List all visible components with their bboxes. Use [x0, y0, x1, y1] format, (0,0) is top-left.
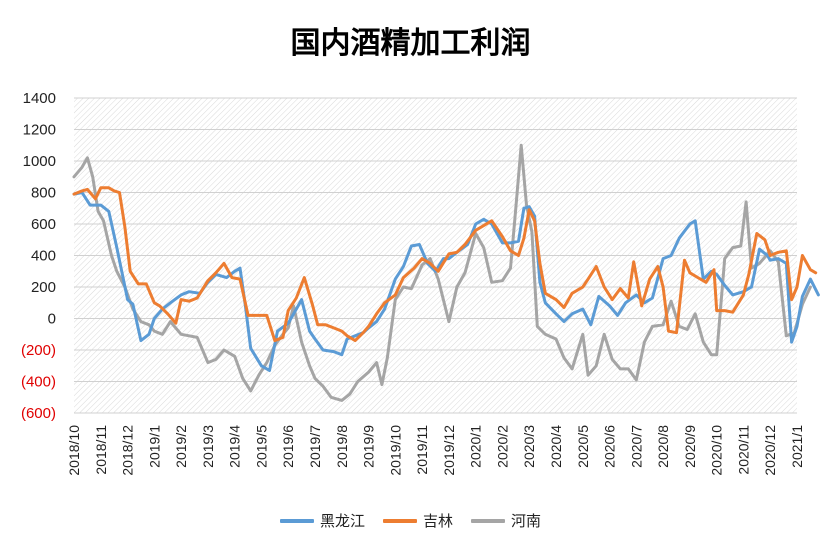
x-tick-label: 2020/9 [682, 425, 698, 468]
x-tick-label: 2020/7 [628, 425, 644, 468]
legend-label: 黑龙江 [319, 512, 365, 530]
x-tick-label: 2020/4 [548, 425, 564, 468]
x-tick-label: 2020/8 [655, 425, 671, 468]
series-line-2 [72, 143, 812, 402]
y-tick-label: (600) [21, 405, 56, 422]
x-tick-label: 2019/1 [146, 425, 162, 468]
y-tick-label: 1000 [23, 153, 56, 170]
x-tick-label: 2018/10 [66, 425, 82, 476]
y-tick-label: 600 [31, 216, 56, 233]
legend-label: 吉林 [422, 512, 453, 530]
x-tick-label: 2018/12 [120, 425, 136, 476]
series-line-1 [72, 186, 818, 343]
legend-swatch [382, 518, 417, 523]
x-tick-label: 2020/10 [709, 425, 725, 476]
x-tick-label: 2020/12 [762, 425, 778, 476]
y-tick-label: (200) [21, 342, 56, 359]
x-tick-label: 2019/12 [441, 425, 457, 476]
x-tick-label: 2019/6 [280, 425, 296, 468]
chart-title: 国内酒精加工利润 [290, 26, 531, 61]
x-tick-label: 2019/3 [200, 425, 216, 468]
legend-label: 河南 [511, 512, 542, 530]
x-tick-label: 2020/2 [494, 425, 510, 468]
legend-swatch [279, 518, 314, 523]
x-tick-label: 2019/7 [307, 425, 323, 468]
y-tick-label: 800 [31, 185, 56, 202]
legend-swatch [471, 518, 505, 523]
x-tick-label: 2020/3 [521, 425, 537, 468]
x-tick-label: 2019/4 [227, 425, 243, 468]
x-tick-label: 2020/6 [602, 425, 618, 468]
y-tick-label: 0 [48, 311, 56, 328]
x-tick-label: 2020/5 [575, 425, 591, 468]
y-tick-label: 1400 [23, 90, 56, 107]
x-tick-label: 2019/2 [173, 425, 189, 468]
x-tick-label: 2019/10 [387, 425, 403, 476]
legend: 黑龙江 吉林 河南 [0, 510, 821, 531]
y-tick-label: 200 [31, 279, 56, 296]
x-tick-label: 2019/8 [334, 425, 350, 468]
legend-item: 河南 [471, 510, 541, 531]
x-tick-label: 2019/11 [414, 425, 430, 475]
x-tick-label: 2021/1 [789, 425, 805, 468]
legend-item: 黑龙江 [279, 510, 365, 531]
x-tick-label: 2019/9 [361, 425, 377, 468]
y-tick-label: 1200 [23, 122, 56, 139]
y-tick-label: (400) [21, 374, 56, 391]
x-tick-label: 2019/5 [253, 425, 269, 468]
x-tick-label: 2020/1 [468, 425, 484, 468]
y-tick-label: 400 [31, 248, 56, 265]
x-tick-label: 2018/11 [93, 425, 109, 475]
x-tick-label: 2020/11 [735, 425, 751, 475]
legend-item: 吉林 [382, 510, 453, 531]
